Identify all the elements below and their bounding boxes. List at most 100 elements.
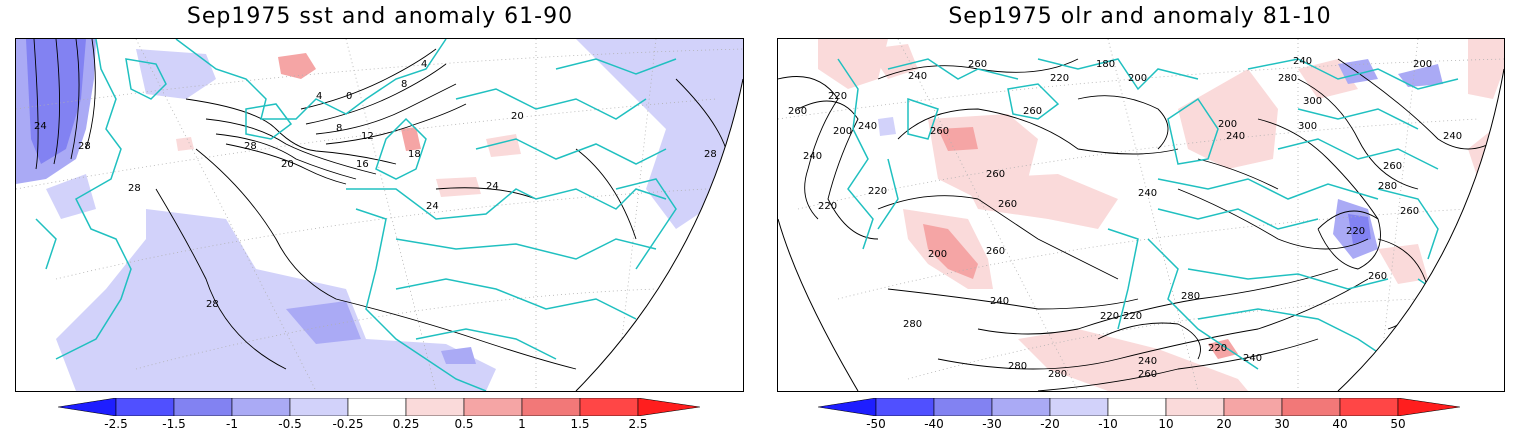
contour-label: 28 (78, 141, 91, 152)
contour-label: 260 (986, 246, 1005, 257)
colorbar-swatch (1107, 398, 1167, 416)
contour-label: 240 (858, 121, 877, 132)
contour-label: 260 (998, 199, 1017, 210)
colorbar-swatch (1281, 398, 1341, 416)
projection-edge-mask (576, 79, 743, 391)
contour-label: 4 (316, 91, 322, 102)
sst-colorbar (58, 398, 700, 416)
positive-anomaly-region (1208, 339, 1238, 359)
contour-label: 280 (1048, 369, 1067, 380)
colorbar-swatch (347, 398, 407, 416)
positive-anomaly-region (963, 174, 1118, 229)
negative-anomaly-region (1348, 214, 1371, 244)
contour-label: 220 (1208, 343, 1227, 354)
contour-label: 220 (1346, 226, 1365, 237)
sst-map: 24 28 28 20 0 4 8 12 16 8 4 18 24 24 20 … (15, 38, 744, 392)
colorbar-tick-label: -20 (1040, 417, 1060, 431)
negative-anomaly-region (46, 174, 96, 219)
negative-anomaly-region (26, 39, 86, 164)
contour-label: 240 (1138, 188, 1157, 199)
positive-anomaly-region (923, 224, 978, 279)
contour-label: 220 (1123, 311, 1142, 322)
contour-label: 24 (426, 201, 439, 212)
olr-map: 220 260 240 220 180 200 240 200 260 260 … (777, 38, 1505, 392)
contour-label: 300 (1303, 96, 1322, 107)
contour-label: 4 (421, 59, 427, 70)
colorbar-swatch (463, 398, 523, 416)
colorbar-tick-label: -2.5 (104, 417, 128, 431)
contour-label: 280 (1278, 73, 1297, 84)
positive-anomaly-region (1178, 69, 1278, 169)
colorbar-tick-label: -50 (866, 417, 886, 431)
colorbar-swatch (818, 398, 877, 416)
contour-label: 280 (903, 319, 922, 330)
contour-label: 220 (868, 186, 887, 197)
sst-panel: Sep1975 sst and anomaly 61-90 (0, 0, 760, 431)
colorbar-swatch (289, 398, 349, 416)
negative-anomaly-region (1398, 64, 1443, 87)
colorbar-tick-label: -30 (982, 417, 1002, 431)
colorbar-swatch (1339, 398, 1399, 416)
colorbar-swatch (405, 398, 465, 416)
colorbar-swatch (637, 398, 700, 416)
colorbar-swatch (1223, 398, 1283, 416)
colorbar-tick-label: 1.5 (570, 417, 590, 431)
colorbar-tick-label: 30 (1274, 417, 1290, 431)
negative-anomaly-region (576, 39, 743, 229)
colorbar-swatch (1049, 398, 1109, 416)
graticule (16, 39, 743, 391)
contour-label: 220 (818, 201, 837, 212)
contour-label: 18 (408, 149, 421, 160)
contour-label: 200 (928, 249, 947, 260)
colorbar-tick-label: -0.25 (332, 417, 364, 431)
contour-label: 240 (803, 151, 822, 162)
positive-anomaly-region (401, 127, 421, 151)
colorbar-tick-label: 40 (1332, 417, 1348, 431)
colorbar-tick-label: -1.5 (162, 417, 186, 431)
contour-label: 240 (990, 296, 1009, 307)
sst-map-svg: 24 28 28 20 0 4 8 12 16 8 4 18 24 24 20 … (16, 39, 743, 391)
colorbar-swatch (173, 398, 233, 416)
contour-label: 200 (1128, 73, 1147, 84)
colorbar-swatch (991, 398, 1051, 416)
contour-label: 260 (1023, 106, 1042, 117)
contour-label: 240 (1138, 356, 1157, 367)
colorbar-tick-label: 2.5 (628, 417, 648, 431)
colorbar-tick-label: 1 (518, 417, 526, 431)
contour-label: 12 (361, 131, 374, 142)
negative-anomaly-region (878, 117, 896, 136)
colorbar-swatch (579, 398, 639, 416)
colorbar-tick-label: -0.5 (278, 417, 302, 431)
colorbar-tick-label: 20 (1216, 417, 1232, 431)
positive-anomaly-region (1018, 329, 1248, 391)
contour-label: 200 (1413, 59, 1432, 70)
contour-label: 28 (206, 299, 219, 310)
colorbar-tick-label: 0.5 (454, 417, 474, 431)
colorbar-swatch (875, 398, 935, 416)
contour-label: 20 (281, 159, 294, 170)
contour-label: 240 (1443, 131, 1462, 142)
contour-label: 180 (1096, 59, 1115, 70)
positive-anomaly-region (176, 137, 194, 151)
contour-label: 8 (401, 79, 407, 90)
projection-edge-mask (1338, 69, 1504, 391)
contour-label: 260 (1368, 271, 1387, 282)
contour-label: 220 (1100, 311, 1119, 322)
contour-label: 24 (34, 121, 47, 132)
contour-label: 0 (346, 91, 352, 102)
colorbar-swatch (115, 398, 175, 416)
colorbar-tick-label: 10 (1158, 417, 1174, 431)
colorbar-tick-label: 50 (1390, 417, 1406, 431)
positive-anomaly-region (1468, 39, 1504, 99)
contour-label: 260 (930, 126, 949, 137)
contour-label: 28 (128, 183, 141, 194)
coastlines (35, 39, 677, 391)
colorbar-swatch (58, 398, 117, 416)
colorbar-swatch (933, 398, 993, 416)
contour-label: 28 (244, 141, 257, 152)
sst-panel-title: Sep1975 sst and anomaly 61-90 (186, 4, 574, 29)
contour-label: 280 (1181, 291, 1200, 302)
projection-edge (1337, 68, 1504, 391)
colorbar-swatch (231, 398, 291, 416)
positive-anomaly-region (938, 127, 978, 151)
